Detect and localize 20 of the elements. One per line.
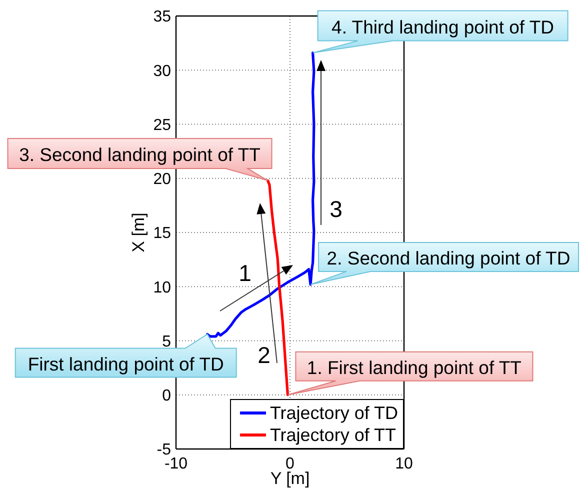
annotation: First landing point of TD [28,353,224,374]
legend-label: Trajectory of TT [270,424,396,446]
y-tick-label: 20 [153,171,172,188]
legend-label: Trajectory of TD [270,402,398,424]
annotation: 2. Second landing point of TD [326,247,570,268]
y-tick-label: 15 [153,225,172,242]
y-tick-label: 5 [162,333,172,350]
x-tick-label: 10 [395,455,413,472]
y-tick-label: 35 [153,8,172,26]
annotation: 1. First landing point of TT [306,356,522,378]
annotation: 3. Second landing point of TT [19,144,260,166]
y-axis-title: X [m] [129,212,148,252]
annotation: 1 [238,260,252,286]
y-tick-label: 10 [153,279,172,296]
annotation: 4. Third landing point of TD [332,16,554,38]
y-tick-label: 25 [153,116,172,134]
annotation: 3 [330,196,342,222]
annotation: 2 [258,342,270,368]
y-tick-label: 0 [162,388,172,405]
y-tick-label: 30 [153,62,172,80]
